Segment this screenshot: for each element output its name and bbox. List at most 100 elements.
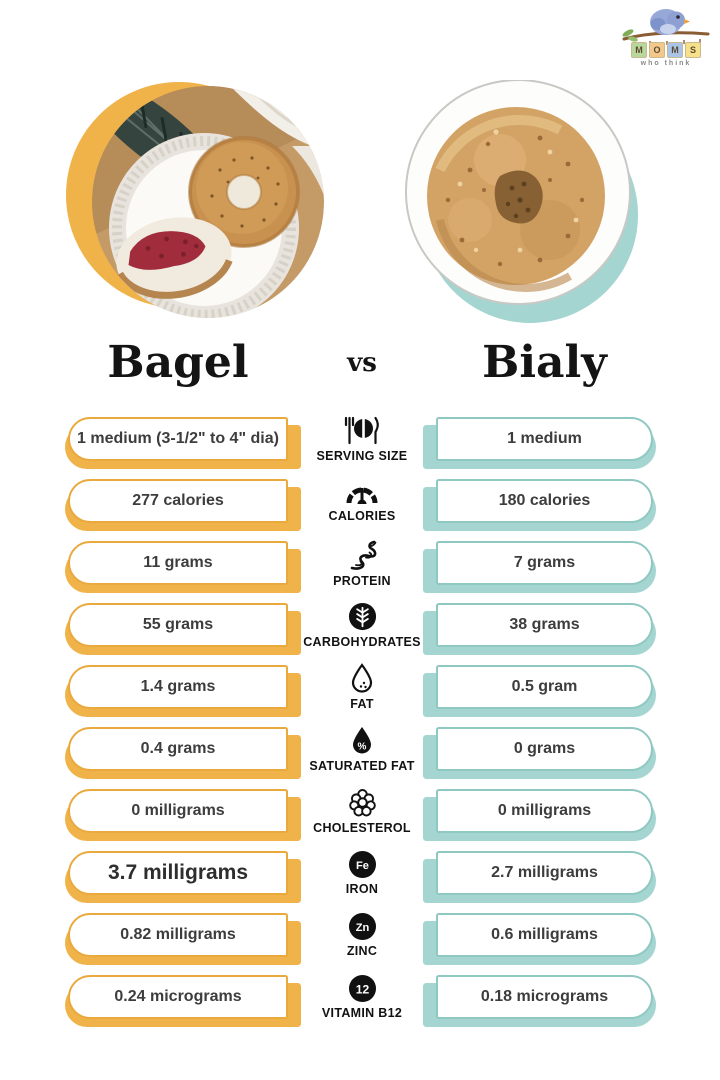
bialy-value-pill: 180 calories xyxy=(423,479,656,531)
bialy-pill-face: 38 grams xyxy=(436,603,653,647)
vitamin-b12-icon: 12 xyxy=(348,974,377,1003)
bagel-pill-face: 11 grams xyxy=(68,541,288,585)
bagel-value: 0.24 micrograms xyxy=(114,988,242,1005)
logo-tagline: who think xyxy=(640,60,692,67)
nutrient-label-group: Zn ZINC xyxy=(288,912,436,958)
bialy-value: 38 grams xyxy=(509,616,580,633)
nutrient-label: SATURATED FAT xyxy=(309,759,415,773)
logo-letter-block: O xyxy=(649,42,665,58)
bialy-value: 0.18 micrograms xyxy=(480,988,609,1005)
bagel-value: 55 grams xyxy=(142,616,214,633)
bagel-half xyxy=(116,217,233,299)
bialy-value: 7 grams xyxy=(513,554,576,571)
svg-text:12: 12 xyxy=(355,982,369,996)
bagel-value: 1.4 grams xyxy=(140,678,216,695)
bagel-value-pill: 0.24 micrograms xyxy=(65,975,301,1027)
bialy-pill-face: 7 grams xyxy=(436,541,653,585)
bagel-pill-face: 1.4 grams xyxy=(68,665,288,709)
nutrient-label: PROTEIN xyxy=(333,574,391,588)
nutrient-label: VITAMIN B12 xyxy=(321,1006,403,1020)
bagel-pill-face: 0.24 micrograms xyxy=(68,975,288,1019)
bagel-pill-face: 277 calories xyxy=(68,479,288,523)
carbohydrates-icon xyxy=(347,601,378,632)
nutrient-label: CALORIES xyxy=(328,509,396,523)
fat-icon xyxy=(350,663,374,694)
nutrient-label: IRON xyxy=(345,882,379,896)
nutrition-table: 1 medium (3-1/2" to 4" dia) SERVING SIZE… xyxy=(0,408,720,1028)
bialy-value-pill: 2.7 milligrams xyxy=(423,851,656,903)
saturated-fat-icon: % xyxy=(350,725,374,756)
iron-icon: Fe xyxy=(348,850,377,879)
nutrient-label: ZINC xyxy=(346,944,378,958)
bialy-value: 180 calories xyxy=(498,492,591,509)
bialy-pill-face: 0.6 milligrams xyxy=(436,913,653,957)
bagel-value: 3.7 milligrams xyxy=(107,861,249,884)
bialy-value-pill: 0.5 gram xyxy=(423,665,656,717)
nutrient-label-group: CALORIES xyxy=(288,479,436,523)
bagel-value-pill: 277 calories xyxy=(65,479,301,531)
protein-icon xyxy=(347,538,377,571)
row-iron: 3.7 milligrams Fe IRON 2.7 milligrams xyxy=(0,842,720,904)
row-zinc: 0.82 milligrams Zn ZINC 0.6 milligrams xyxy=(0,904,720,966)
nutrient-label-group: PROTEIN xyxy=(288,538,436,588)
nutrient-label: SERVING SIZE xyxy=(316,448,408,463)
bagel-value-pill: 0.82 milligrams xyxy=(65,913,301,965)
bialy-value-pill: 7 grams xyxy=(423,541,656,593)
title-bialy: Bialy xyxy=(482,337,607,388)
bialy-pill-face: 0.18 micrograms xyxy=(436,975,653,1019)
bagel-value: 1 medium (3-1/2" to 4" dia) xyxy=(77,430,279,447)
bialy-value: 0.5 gram xyxy=(511,678,578,695)
zinc-icon: Zn xyxy=(348,912,377,941)
row-fat: 1.4 grams FAT 0.5 gram xyxy=(0,656,720,718)
nutrient-label-group: % SATURATED FAT xyxy=(288,725,436,773)
calories-icon xyxy=(344,479,380,506)
bagel-value-pill: 0.4 grams xyxy=(65,727,301,779)
bialy-value-pill: 0 milligrams xyxy=(423,789,656,841)
bagel-value-pill: 1.4 grams xyxy=(65,665,301,717)
bialy-value: 2.7 milligrams xyxy=(491,864,598,881)
bialy-value-pill: 1 medium xyxy=(423,417,656,469)
bagel-pill-face: 3.7 milligrams xyxy=(68,851,288,895)
bagel-value-pill: 1 medium (3-1/2" to 4" dia) xyxy=(65,417,301,469)
bialy-value: 1 medium xyxy=(507,430,582,447)
svg-text:%: % xyxy=(358,742,367,753)
bialy-value: 0.6 milligrams xyxy=(491,926,598,943)
nutrient-label: CHOLESTEROL xyxy=(313,821,411,835)
nutrient-label-group: CHOLESTEROL xyxy=(288,787,436,835)
bagel-value-pill: 55 grams xyxy=(65,603,301,655)
bialy-value-pill: 0.18 micrograms xyxy=(423,975,656,1027)
bagel-pill-face: 1 medium (3-1/2" to 4" dia) xyxy=(68,417,288,461)
bagel-value: 0 milligrams xyxy=(131,802,225,819)
bialy-pill-face: 2.7 milligrams xyxy=(436,851,653,895)
bialy-value-pill: 38 grams xyxy=(423,603,656,655)
nutrient-label: CARBOHYDRATES xyxy=(303,635,421,649)
row-carbohydrates: 55 grams CARBOHYDRATES 38 grams xyxy=(0,594,720,656)
bialy-value: 0 milligrams xyxy=(497,802,592,819)
bagel-photo xyxy=(92,86,324,318)
bagel-pill-face: 0 milligrams xyxy=(68,789,288,833)
nutrient-label-group: CARBOHYDRATES xyxy=(288,601,436,649)
bialy-pill-face: 1 medium xyxy=(436,417,653,461)
row-saturated-fat: 0.4 grams % SATURATED FAT 0 grams xyxy=(0,718,720,780)
bialy-value-pill: 0 grams xyxy=(423,727,656,779)
row-calories: 277 calories CALORIES 180 calories xyxy=(0,470,720,532)
row-vitamin-b12: 0.24 micrograms 12 VITAMIN B12 0.18 micr… xyxy=(0,966,720,1028)
whole-bagel xyxy=(188,136,300,248)
bagel-pill-face: 0.4 grams xyxy=(68,727,288,771)
bagel-pill-face: 55 grams xyxy=(68,603,288,647)
nutrient-label-group: SERVING SIZE xyxy=(288,416,436,463)
nutrient-label-group: Fe IRON xyxy=(288,850,436,896)
row-protein: 11 grams PROTEIN 7 grams xyxy=(0,532,720,594)
title-row: Bagel vs Bialy xyxy=(0,328,720,398)
bagel-value-pill: 11 grams xyxy=(65,541,301,593)
bagel-value: 277 calories xyxy=(132,492,224,509)
logo-letter-block: S xyxy=(685,42,701,58)
bialy-value: 0 grams xyxy=(513,740,576,757)
bagel-value-pill: 3.7 milligrams xyxy=(65,851,301,903)
bialy-pill-face: 0.5 gram xyxy=(436,665,653,709)
svg-text:Fe: Fe xyxy=(356,860,369,872)
svg-text:Zn: Zn xyxy=(355,922,369,934)
